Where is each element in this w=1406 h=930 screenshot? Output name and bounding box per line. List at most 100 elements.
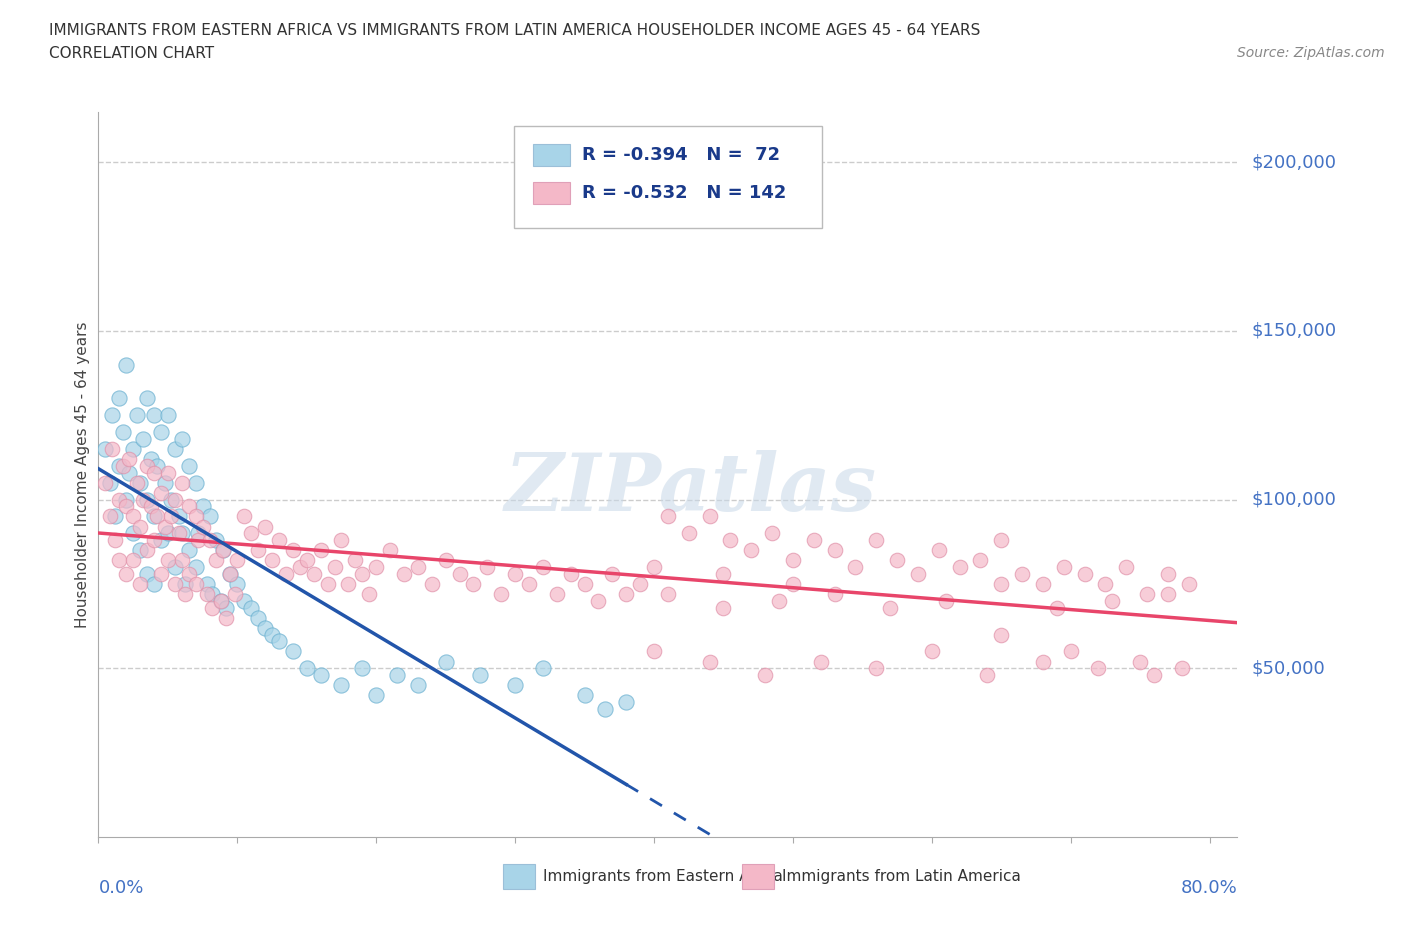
Point — [392, 566, 415, 581]
Point — [136, 566, 159, 581]
Point — [191, 519, 214, 534]
Point — [118, 452, 141, 467]
Point — [205, 553, 228, 568]
Point — [226, 553, 249, 568]
Point — [517, 577, 540, 591]
Point — [713, 600, 735, 615]
Point — [260, 627, 283, 642]
Point — [143, 577, 166, 591]
Point — [921, 644, 943, 658]
Point — [191, 498, 214, 513]
Point — [145, 458, 167, 473]
Point — [101, 408, 124, 423]
Point — [1129, 654, 1152, 669]
Point — [153, 475, 176, 490]
Point — [184, 560, 207, 575]
Point — [1032, 654, 1054, 669]
Point — [1094, 577, 1116, 591]
Point — [614, 587, 637, 602]
Point — [127, 475, 149, 490]
Bar — [742, 864, 773, 889]
Point — [240, 600, 263, 615]
Point — [247, 610, 270, 625]
Point — [406, 678, 429, 693]
Point — [810, 654, 832, 669]
Point — [678, 525, 700, 540]
Point — [754, 668, 776, 683]
Point — [463, 577, 485, 591]
Point — [167, 525, 190, 540]
Point — [803, 533, 825, 548]
Point — [94, 475, 117, 490]
Point — [170, 432, 193, 446]
Point — [141, 498, 163, 513]
Point — [104, 509, 127, 524]
Point — [699, 654, 721, 669]
Point — [844, 560, 866, 575]
Point — [118, 465, 141, 480]
Point — [129, 475, 152, 490]
Point — [219, 566, 242, 581]
Text: ZIPatlas: ZIPatlas — [505, 450, 877, 527]
Point — [149, 485, 172, 500]
Point — [170, 525, 193, 540]
Point — [129, 519, 152, 534]
Text: Immigrants from Latin America: Immigrants from Latin America — [782, 869, 1021, 884]
Point — [156, 553, 179, 568]
Point — [115, 566, 138, 581]
Point — [449, 566, 471, 581]
Point — [195, 577, 218, 591]
Point — [782, 553, 804, 568]
Point — [267, 634, 290, 649]
Point — [1157, 566, 1180, 581]
Point — [201, 587, 224, 602]
Point — [969, 553, 991, 568]
FancyBboxPatch shape — [515, 126, 821, 228]
Point — [115, 492, 138, 507]
Point — [198, 533, 221, 548]
Text: 0.0%: 0.0% — [98, 879, 143, 897]
Point — [156, 408, 179, 423]
Point — [1177, 577, 1199, 591]
Point — [177, 543, 200, 558]
Point — [153, 519, 176, 534]
Text: CORRELATION CHART: CORRELATION CHART — [49, 46, 214, 61]
Point — [1136, 587, 1159, 602]
Text: 80.0%: 80.0% — [1181, 879, 1237, 897]
Point — [976, 668, 998, 683]
Point — [990, 533, 1012, 548]
Point — [115, 357, 138, 372]
Text: IMMIGRANTS FROM EASTERN AFRICA VS IMMIGRANTS FROM LATIN AMERICA HOUSEHOLDER INCO: IMMIGRANTS FROM EASTERN AFRICA VS IMMIGR… — [49, 23, 980, 38]
Point — [149, 533, 172, 548]
Point — [170, 553, 193, 568]
Point — [254, 620, 277, 635]
Text: $100,000: $100,000 — [1251, 491, 1336, 509]
Point — [470, 668, 492, 683]
Point — [141, 452, 163, 467]
Point — [337, 577, 360, 591]
Text: Immigrants from Eastern Africa: Immigrants from Eastern Africa — [543, 869, 783, 884]
Point — [352, 661, 374, 676]
Point — [990, 627, 1012, 642]
Point — [352, 566, 374, 581]
Point — [163, 492, 186, 507]
Point — [560, 566, 582, 581]
Point — [948, 560, 970, 575]
Point — [378, 543, 401, 558]
Point — [865, 661, 887, 676]
Point — [129, 543, 152, 558]
Point — [330, 533, 353, 548]
Point — [163, 560, 186, 575]
Point — [600, 566, 623, 581]
Point — [136, 458, 159, 473]
Point — [281, 543, 304, 558]
Point — [344, 553, 367, 568]
Point — [187, 533, 209, 548]
Point — [330, 678, 353, 693]
Point — [198, 509, 221, 524]
Text: R = -0.394   N =  72: R = -0.394 N = 72 — [582, 146, 780, 164]
Point — [1032, 577, 1054, 591]
Point — [132, 432, 155, 446]
Point — [643, 560, 665, 575]
Point — [98, 475, 121, 490]
